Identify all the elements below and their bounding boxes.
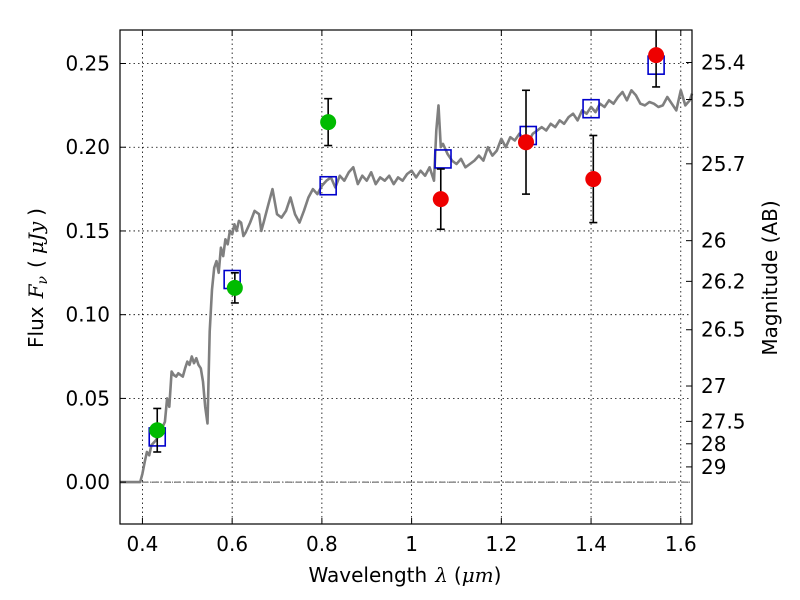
magnitude-tick-label: 29 — [701, 455, 726, 479]
y-tick-label: 0.15 — [65, 219, 110, 243]
observed-photometry-series — [149, 30, 665, 453]
green-data-point — [320, 114, 337, 131]
magnitude-tick-label: 25.5 — [701, 87, 746, 111]
x-tick-label: 1.6 — [665, 532, 697, 556]
green-data-point — [226, 279, 243, 296]
magnitude-tick-label: 25.7 — [701, 152, 746, 176]
magnitude-tick-label: 26.2 — [701, 269, 746, 293]
y-tick-label: 0.20 — [65, 135, 110, 159]
x-tick-label: 0.4 — [127, 532, 159, 556]
x-axis-label: Wavelength λ (μm) — [309, 563, 502, 587]
y-tick-label: 0.10 — [65, 303, 110, 327]
model-photometry-square — [319, 175, 337, 196]
magnitude-tick-label: 25.4 — [701, 50, 746, 74]
y-axis-label: FluxFν(μJy) — [24, 208, 51, 348]
y-tick-label: 0.25 — [65, 51, 110, 75]
red-data-point — [518, 134, 535, 151]
magnitude-tick-label: 26 — [701, 229, 726, 253]
y-tick-label: 0.05 — [65, 386, 110, 410]
magnitude-tick-label: 26.5 — [701, 318, 746, 342]
model-sed-series — [120, 89, 694, 484]
x-tick-label: 0.8 — [306, 532, 338, 556]
grid — [120, 30, 692, 524]
green-data-point — [149, 422, 166, 439]
magnitude-tick-label: 27 — [701, 374, 726, 398]
y-tick-label: 0.00 — [65, 470, 110, 494]
red-data-point — [648, 47, 665, 64]
red-data-point — [432, 191, 449, 208]
model-sed-line — [120, 89, 694, 484]
plot-frame — [119, 29, 693, 525]
x-axis-ticks: 0.4 0.6 0.8 1 1.2 1.4 1.6 — [127, 30, 697, 556]
x-tick-label: 0.6 — [216, 532, 248, 556]
model-photometry-square — [434, 149, 452, 169]
y-axis-ticks: 0.00 0.05 0.10 0.15 0.20 0.25 — [65, 51, 126, 494]
magnitude-axis-label: Magnitude (AB) — [758, 200, 782, 355]
magnitude-tick-label: 27.5 — [701, 409, 746, 433]
model-photometry-square — [582, 98, 600, 119]
red-data-point — [585, 171, 602, 188]
x-tick-label: 1 — [405, 532, 418, 556]
x-tick-label: 1.4 — [575, 532, 607, 556]
x-tick-label: 1.2 — [485, 532, 517, 556]
magnitude-tick-label: 28 — [701, 432, 726, 456]
